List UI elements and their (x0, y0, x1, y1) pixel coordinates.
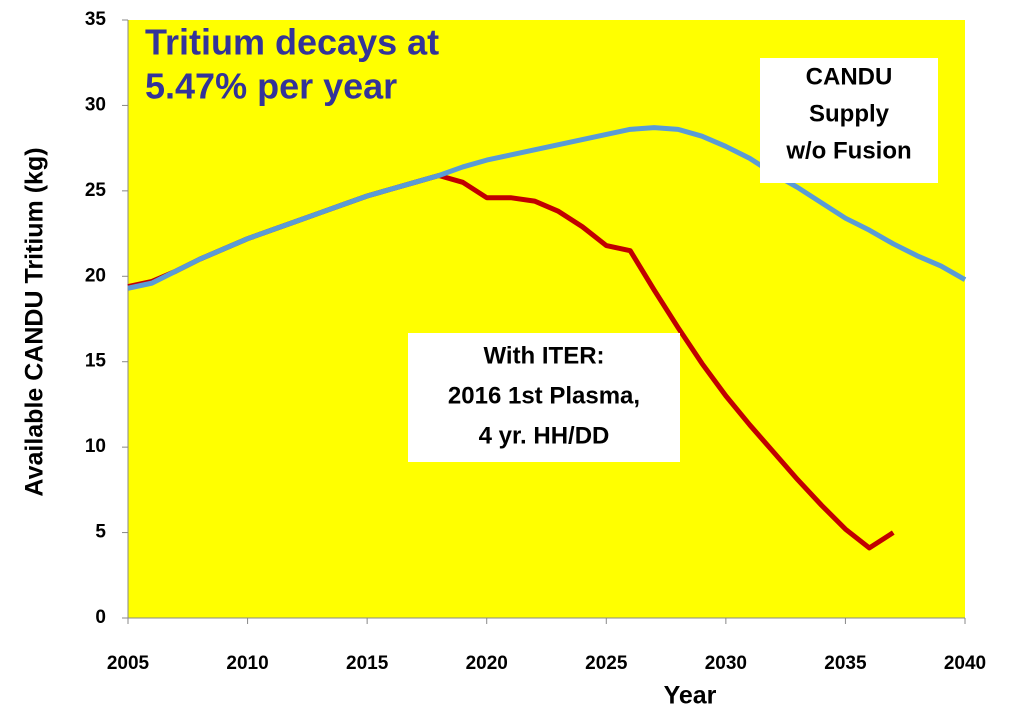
y-tick-label: 5 (95, 522, 106, 543)
annotation: With ITER: (483, 342, 604, 369)
x-axis-label: Year (664, 682, 717, 710)
annotation: CANDU (806, 63, 893, 90)
x-tick-label: 2040 (944, 653, 986, 674)
y-tick-label: 25 (85, 180, 107, 201)
annotation-box (408, 333, 680, 462)
y-tick-label: 15 (85, 351, 107, 372)
annotation: 2016 1st Plasma, (448, 382, 640, 409)
annotation: 5.47% per year (145, 66, 397, 107)
y-tick-label: 20 (85, 265, 106, 286)
x-tick-label: 2015 (346, 653, 389, 674)
annotation: w/o Fusion (785, 137, 911, 164)
annotation: Supply (809, 100, 890, 127)
y-tick-label: 30 (85, 94, 106, 115)
annotation: Tritium decays at (145, 22, 439, 63)
x-tick-label: 2005 (107, 653, 150, 674)
y-tick-label: 10 (85, 436, 106, 457)
x-tick-label: 2025 (585, 653, 628, 674)
y-tick-label: 0 (95, 607, 106, 628)
annotation-box (760, 58, 938, 183)
y-axis-label: Available CANDU Tritium (kg) (21, 147, 49, 496)
annotation: 4 yr. HH/DD (479, 422, 610, 449)
x-tick-label: 2020 (466, 653, 508, 674)
x-tick-label: 2035 (824, 653, 867, 674)
series-line (127, 125, 967, 291)
x-tick-label: 2010 (226, 653, 268, 674)
x-tick-label: 2030 (705, 653, 747, 674)
y-tick-label: 35 (85, 9, 107, 30)
